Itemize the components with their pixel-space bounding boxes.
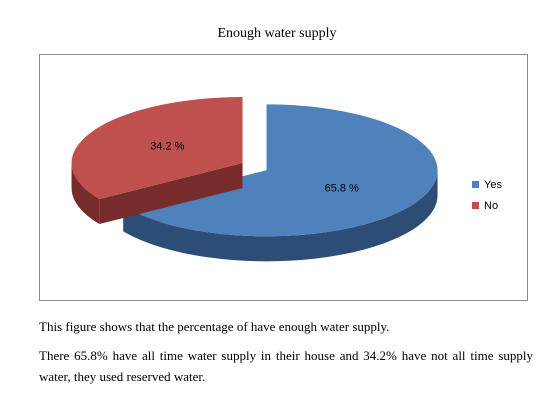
legend-swatch <box>472 181 479 188</box>
legend-label: Yes <box>484 178 502 191</box>
chart-title: Enough water supply <box>217 26 337 41</box>
pie-label-yes: 65.8 % <box>325 183 359 195</box>
legend-label: No <box>484 199 499 212</box>
legend-item-yes: Yes <box>472 174 502 195</box>
legend-swatch <box>472 202 479 209</box>
caption-paragraph-1: This figure shows that the percentage of… <box>39 319 390 334</box>
pie-chart: 65.8 % 34.2 % <box>71 96 438 262</box>
legend-item-no: No <box>472 195 502 216</box>
pie-label-no: 34.2 % <box>150 141 184 153</box>
chart-frame: 65.8 % 34.2 % Yes No <box>39 54 528 301</box>
legend: Yes No <box>472 174 502 216</box>
caption-paragraph-2: There 65.8% have all time water supply i… <box>39 348 533 384</box>
pie-slice-no <box>71 96 243 225</box>
